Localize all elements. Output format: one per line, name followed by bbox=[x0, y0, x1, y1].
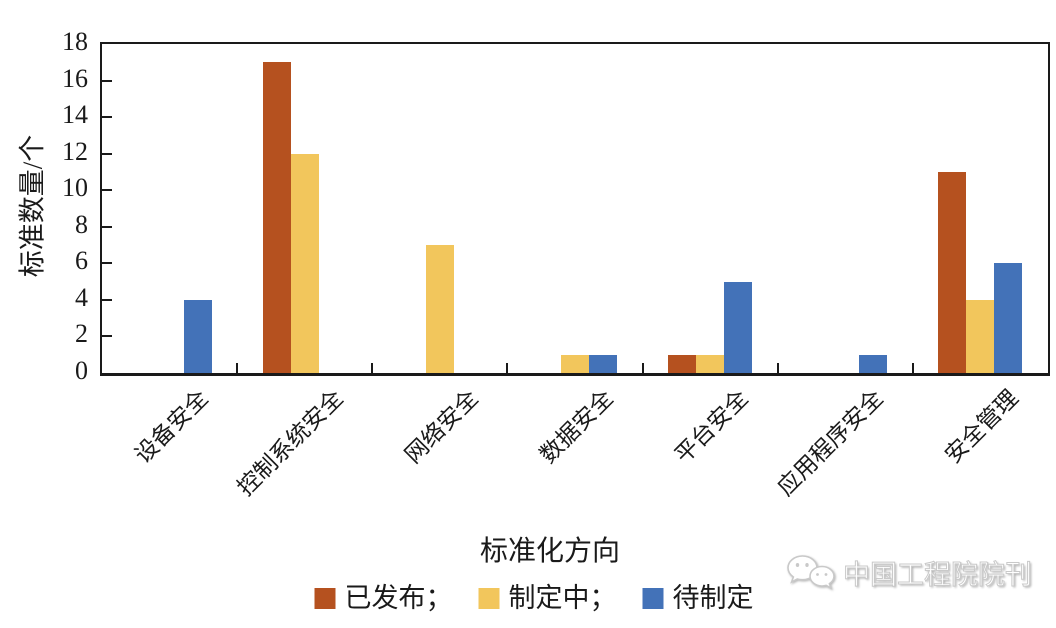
y-tick-label: 12 bbox=[62, 136, 88, 166]
bar-已发布-平台安全 bbox=[668, 354, 697, 373]
y-tick-label: 4 bbox=[75, 282, 88, 312]
x-tick-mark bbox=[911, 363, 914, 373]
legend-label: 制定中； bbox=[508, 583, 617, 613]
y-tick-label: 10 bbox=[62, 173, 88, 203]
legend-label: 待制定 bbox=[672, 583, 754, 613]
y-tick-mark bbox=[102, 189, 112, 192]
x-tick-mark bbox=[371, 363, 374, 373]
x-tick-mark bbox=[641, 363, 644, 373]
watermark-text: 中国工程院院刊 bbox=[843, 559, 1033, 590]
y-tick-label: 8 bbox=[75, 209, 88, 239]
x-category-label: 设备安全 bbox=[129, 385, 213, 469]
bar-待制定-设备安全 bbox=[183, 299, 212, 373]
x-axis-title: 标准化方向 bbox=[479, 536, 621, 567]
bar-制定中-安全管理 bbox=[966, 299, 995, 373]
x-category-label: 应用程序安全 bbox=[772, 385, 889, 501]
bar-已发布-安全管理 bbox=[938, 171, 967, 373]
legend-item: 待制定 bbox=[642, 583, 754, 613]
x-category-label: 控制系统安全 bbox=[232, 385, 348, 501]
x-tick-mark bbox=[506, 363, 509, 373]
bar-待制定-平台安全 bbox=[724, 281, 753, 373]
y-tick-mark bbox=[102, 225, 112, 228]
bar-已发布-控制系统安全 bbox=[262, 62, 291, 373]
x-tick-mark bbox=[236, 363, 239, 373]
y-tick-label: 2 bbox=[75, 319, 88, 349]
wechat-icon bbox=[787, 555, 835, 590]
y-tick-mark bbox=[102, 298, 112, 301]
y-tick-label: 6 bbox=[75, 246, 88, 276]
bar-待制定-数据安全 bbox=[589, 354, 617, 373]
bar-制定中-网络安全 bbox=[425, 245, 454, 373]
bar-制定中-数据安全 bbox=[561, 354, 589, 373]
bar-制定中-控制系统安全 bbox=[290, 153, 319, 373]
legend-swatch bbox=[642, 588, 664, 609]
y-tick-mark bbox=[102, 116, 112, 119]
bar-制定中-平台安全 bbox=[696, 354, 725, 373]
x-category-label: 数据安全 bbox=[535, 385, 618, 469]
legend-item: 制定中； bbox=[478, 583, 617, 613]
legend-swatch bbox=[314, 588, 336, 609]
y-tick-label: 16 bbox=[62, 63, 88, 93]
y-tick-label: 18 bbox=[62, 27, 88, 56]
x-tick-mark bbox=[776, 363, 779, 373]
bar-待制定-安全管理 bbox=[994, 263, 1023, 373]
x-category-label: 安全管理 bbox=[940, 385, 1024, 469]
legend-swatch bbox=[478, 588, 500, 609]
y-tick-mark bbox=[102, 79, 112, 82]
y-tick-label: 0 bbox=[75, 356, 88, 385]
legend: 已发布； 制定中； 待制定 bbox=[314, 583, 754, 613]
y-tick-mark bbox=[102, 335, 112, 338]
bar-待制定-应用程序安全 bbox=[859, 354, 888, 373]
y-tick-mark bbox=[102, 262, 112, 265]
x-category-label: 网络安全 bbox=[400, 385, 483, 469]
legend-item: 已发布； bbox=[314, 583, 453, 613]
x-category-label: 平台安全 bbox=[670, 385, 754, 469]
y-tick-label: 14 bbox=[62, 100, 88, 130]
y-tick-mark bbox=[102, 152, 112, 155]
legend-label: 已发布； bbox=[344, 583, 453, 613]
plot-area bbox=[100, 42, 1050, 376]
watermark: 中国工程院院刊 bbox=[786, 554, 1033, 596]
